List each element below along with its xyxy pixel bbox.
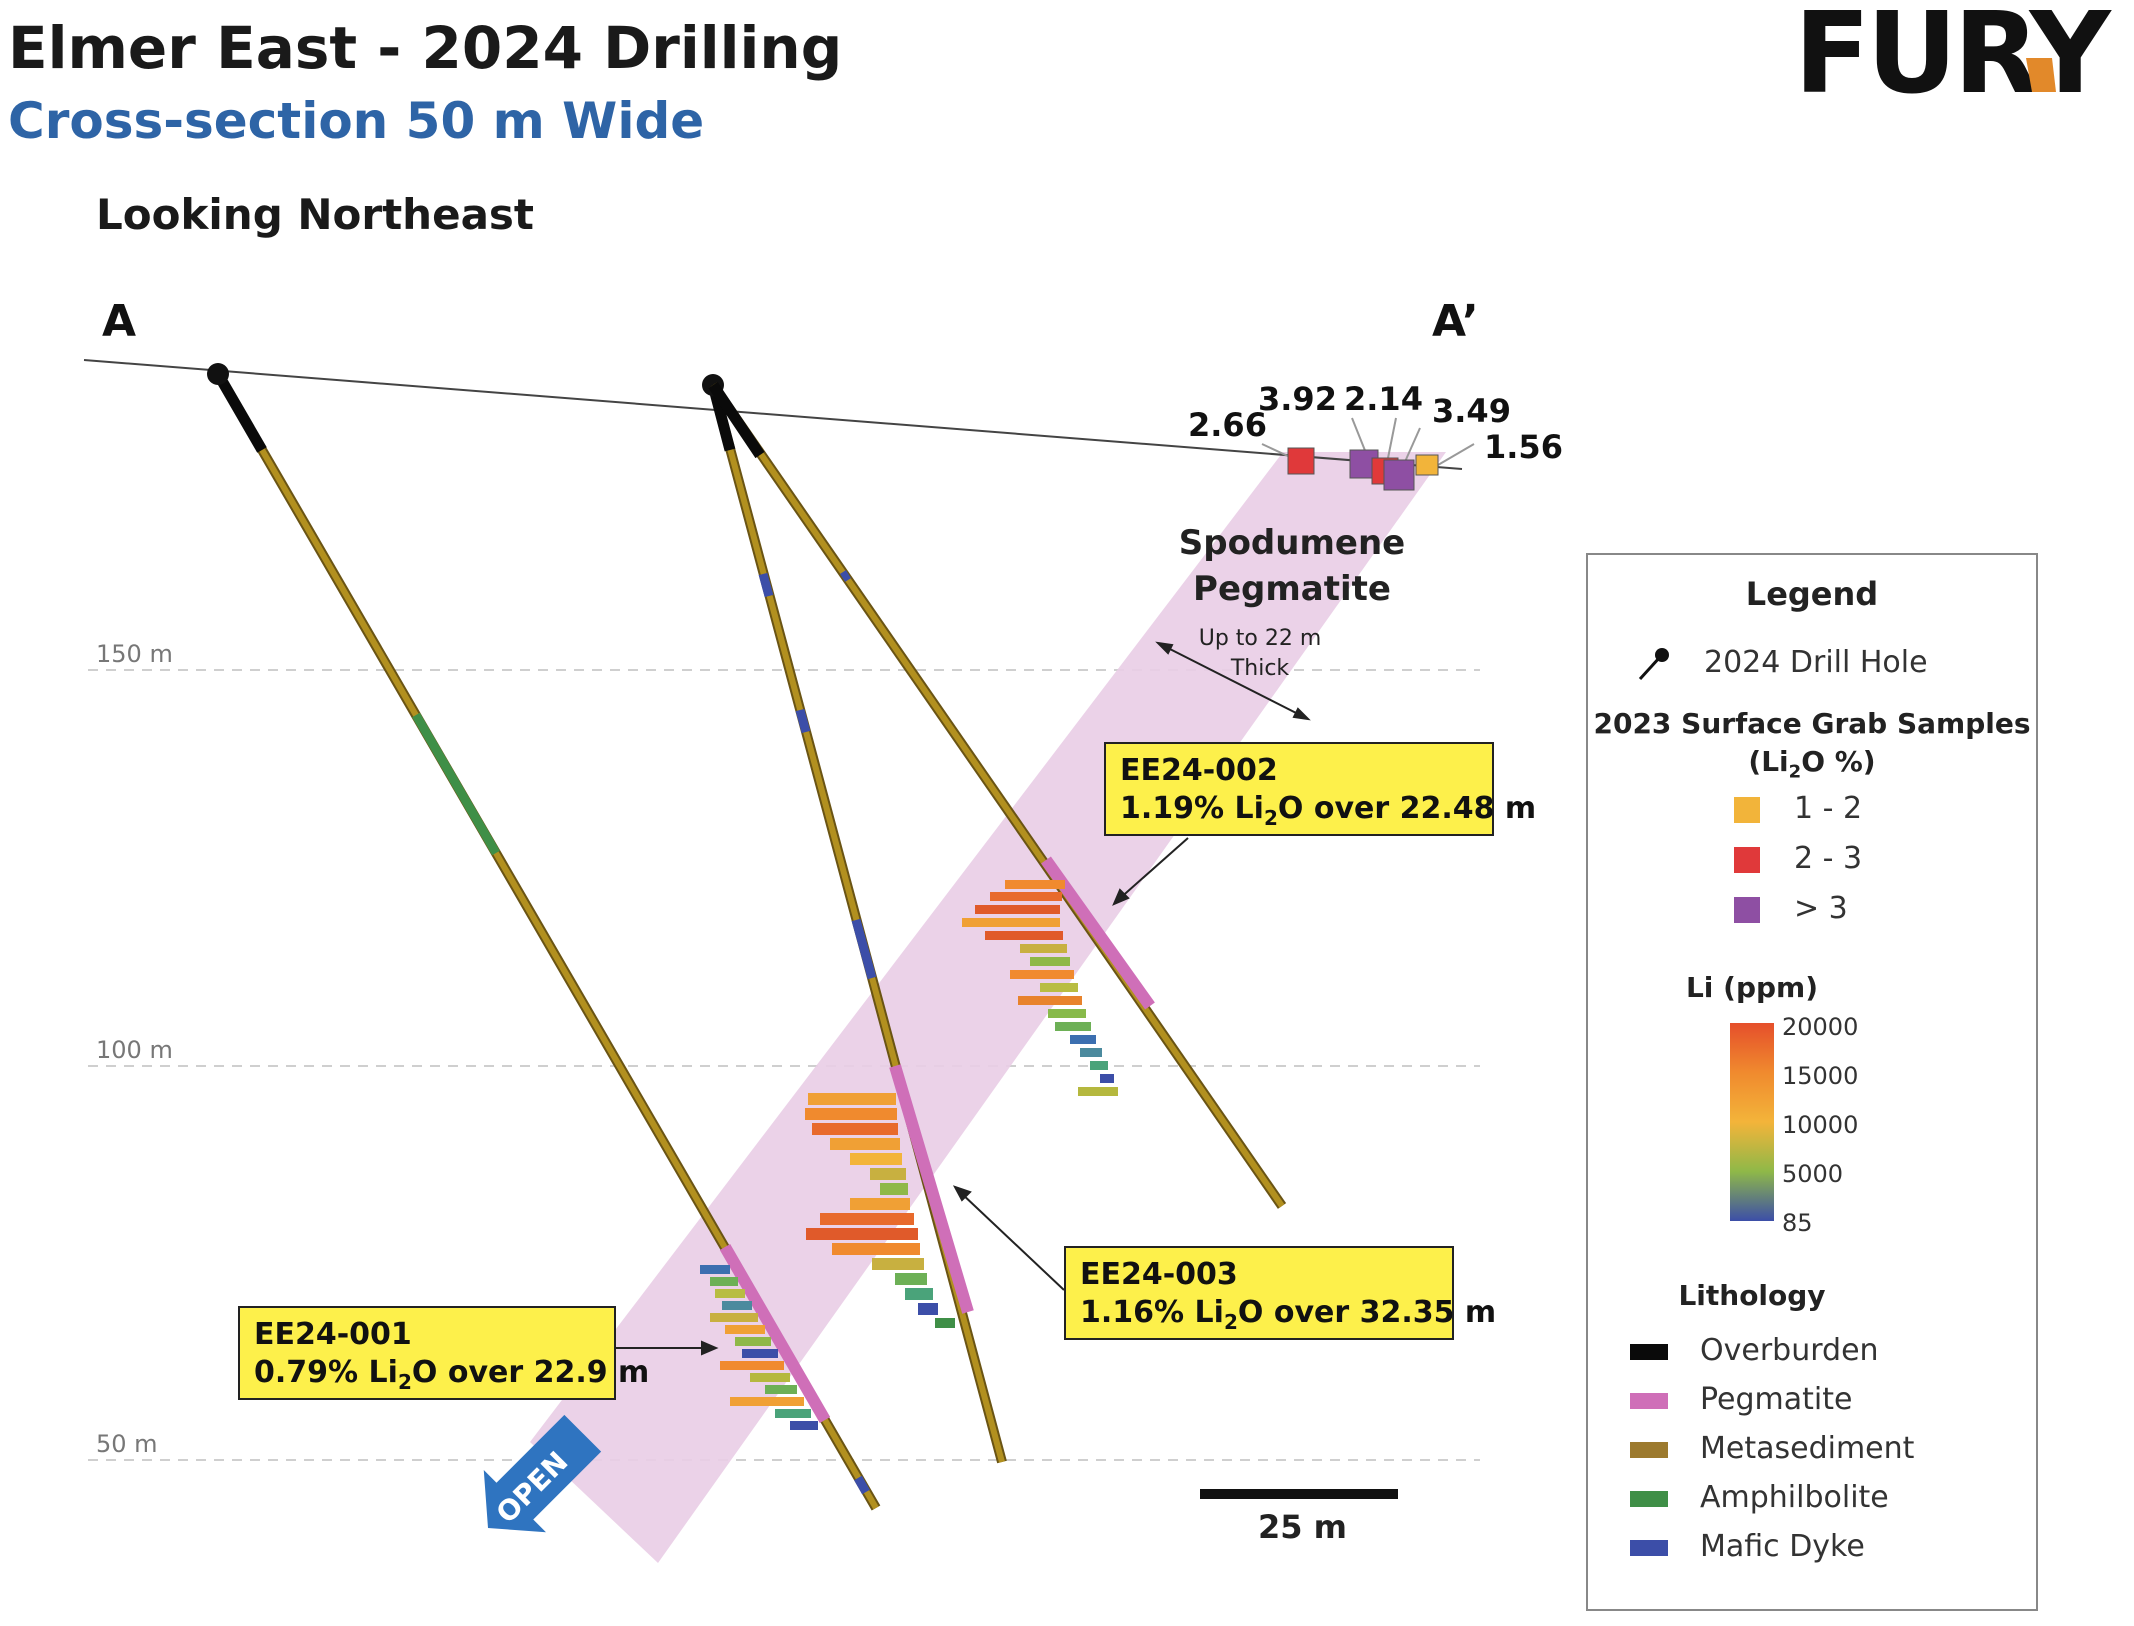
grab-value-3: 2.14 [1344, 380, 1423, 418]
legend-grab-title: 2023 Surface Grab Samples [1593, 707, 2031, 740]
grab-value-4: 3.49 [1432, 392, 1511, 430]
li-assay-bars-ee24-002 [962, 880, 1118, 1096]
grab-sample-5 [1415, 454, 1439, 476]
lithology-swatch-metasediment [1630, 1442, 1668, 1458]
lithology-label-pegmatite: Pegmatite [1700, 1382, 1853, 1417]
cross-section: OPEN A A’ 150 m 100 m 50 m 2.66 3.92 2.1… [83, 296, 1563, 1563]
grab-class-label-2: 2 - 3 [1794, 841, 1863, 876]
scale-bar-label: 25 m [1258, 1508, 1348, 1546]
callout-ee24-002: EE24-002 1.19% Li2O over 22.48 m [1104, 742, 1537, 836]
drill-hole-icon [1638, 648, 1669, 681]
legend-drill-hole-label: 2024 Drill Hole [1704, 645, 1928, 680]
li-tick-5000: 5000 [1782, 1160, 1844, 1188]
logo-accent-icon [2026, 58, 2056, 92]
li-tick-85: 85 [1782, 1209, 1813, 1237]
elevation-label-100: 100 m [96, 1036, 173, 1064]
section-end-a-prime: A’ [1432, 296, 1479, 347]
legend-grab-subtitle: (Li2O %) [1748, 745, 1876, 783]
callout-grade: 1.16% Li2O over 32.35 m [1080, 1295, 1497, 1334]
thickness-arrow [1155, 641, 1311, 721]
leader-ee24-001-arrowhead [701, 1340, 719, 1356]
li-tick-15000: 15000 [1782, 1062, 1859, 1090]
callout-grade: 0.79% Li2O over 22.9 m [254, 1355, 650, 1394]
lithology-swatch-overburden [1630, 1344, 1668, 1360]
legend-li-title: Li (ppm) [1685, 971, 1819, 1004]
thickness-label: Up to 22 m Thick [1180, 624, 1340, 684]
pegmatite-label-line1: Spodumene [1178, 523, 1406, 563]
page-subtitle: Cross-section 50 m Wide [8, 92, 705, 150]
section-end-a: A [102, 296, 137, 347]
callout-hole-id: EE24-003 [1080, 1257, 1238, 1292]
li-assay-bars-ee24-001 [700, 1265, 818, 1430]
leader-ee24-003-arrowhead [952, 1185, 972, 1202]
leader-ee24-003 [959, 1191, 1065, 1291]
elevation-label-50: 50 m [96, 1430, 158, 1458]
legend-panel: Legend 2024 Drill Hole 2023 Surface Grab… [1586, 553, 2038, 1611]
grab-class-label-3: > 3 [1794, 891, 1848, 926]
lithology-swatch-pegmatite [1630, 1393, 1668, 1409]
li-tick-20000: 20000 [1782, 1013, 1859, 1041]
grab-sample-4 [1383, 459, 1415, 491]
lithology-label-mafic-dyke: Mafic Dyke [1700, 1529, 1865, 1564]
lithology-label-amphibolite: Amphilbolite [1700, 1480, 1889, 1515]
grab-value-5: 1.56 [1484, 428, 1563, 466]
pegmatite-zone [530, 452, 1446, 1563]
elevation-label-150: 150 m [96, 640, 173, 668]
li-tick-10000: 10000 [1782, 1111, 1859, 1139]
callout-ee24-001: EE24-001 0.79% Li2O over 22.9 m [238, 1306, 650, 1400]
logo-wordmark: FURY [1794, 0, 2113, 100]
callout-grade: 1.19% Li2O over 22.48 m [1120, 791, 1537, 830]
grab-samples [1287, 447, 1439, 491]
lithology-label-overburden: Overburden [1700, 1333, 1879, 1368]
drill-hole-ee24-001 [207, 363, 881, 1511]
fury-logo: FURY [1794, 0, 2124, 119]
grab-value-1: 2.66 [1188, 406, 1267, 444]
thickness-label-line2: Thick [1230, 656, 1290, 681]
legend-title: Legend [1745, 575, 1879, 613]
leader-grab-5 [1437, 443, 1475, 466]
callout-hole-id: EE24-002 [1120, 753, 1278, 788]
topography-line [83, 359, 1463, 470]
thickness-label-line1: Up to 22 m [1198, 626, 1322, 651]
grab-sample-1 [1287, 447, 1315, 475]
pegmatite-label-line2: Pegmatite [1193, 569, 1391, 609]
lithology-label-metasediment: Metasediment [1700, 1431, 1915, 1466]
lithology-swatch-amphibolite [1630, 1491, 1668, 1507]
callout-ee24-003: EE24-003 1.16% Li2O over 32.35 m [1064, 1246, 1497, 1340]
drill-hole-ee24-002 [708, 381, 1287, 1209]
view-direction: Looking Northeast [96, 190, 534, 239]
callout-hole-id: EE24-001 [254, 1317, 412, 1352]
pegmatite-label: Spodumene Pegmatite [1172, 520, 1412, 612]
lithology-swatch-mafic-dyke [1630, 1540, 1668, 1556]
leader-grab-4 [1403, 427, 1421, 465]
leader-ee24-002-arrowhead [1112, 888, 1130, 906]
leader-grab-1 [1261, 443, 1291, 458]
grab-class-swatch-1 [1734, 797, 1760, 823]
grab-class-swatch-2 [1734, 847, 1760, 873]
drill-hole-ee24-003 [702, 374, 1007, 1464]
leader-grab-3 [1387, 417, 1397, 459]
page-title: Elmer East - 2024 Drilling [8, 14, 843, 82]
grab-class-label-1: 1 - 2 [1794, 791, 1863, 826]
grab-class-swatch-3 [1734, 897, 1760, 923]
leader-ee24-002 [1117, 837, 1189, 901]
legend-lithology-title: Lithology [1678, 1279, 1826, 1312]
grab-value-2: 3.92 [1258, 380, 1337, 418]
li-color-ramp [1730, 1023, 1774, 1221]
li-assay-bars-ee24-003 [805, 1093, 955, 1328]
